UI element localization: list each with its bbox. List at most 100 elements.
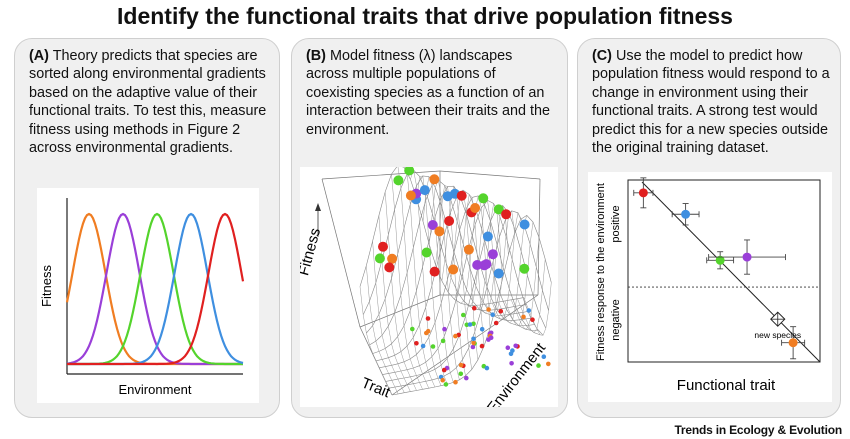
figure-title: Identify the functional traits that driv…	[117, 3, 733, 29]
b-surface-point	[501, 209, 512, 220]
b-mesh-col	[372, 241, 405, 393]
b-surface-point	[405, 190, 416, 201]
b-surface-point	[378, 241, 388, 252]
b-floor-point	[505, 345, 511, 350]
b-mesh-col	[447, 189, 479, 361]
b-surface-point	[387, 253, 398, 264]
b-floor-point	[453, 379, 458, 385]
panel-c-text: (C) Use the model to predict how populat…	[592, 47, 830, 157]
b-surface-point	[429, 266, 440, 277]
c-plot-frame	[627, 179, 821, 363]
c-y-positive: positive	[610, 205, 622, 242]
b-mesh-col	[391, 174, 423, 390]
b-mesh-col	[492, 211, 521, 320]
b-surface-point	[448, 264, 459, 275]
b-floor-point	[441, 367, 447, 373]
b-mesh-col	[416, 175, 448, 385]
panel-b: (B) Model fitness (λ) landscapes across …	[291, 38, 568, 418]
b-mesh-row	[382, 200, 544, 375]
b-mesh-col	[510, 237, 540, 330]
b-floor-point	[490, 312, 495, 317]
b-surface-point	[470, 203, 481, 213]
b-floor-point	[541, 354, 547, 359]
c-regression-line	[641, 181, 821, 363]
fitness-landscape-3d: Fitness Trait Environment	[295, 165, 552, 417]
b-floor-point	[530, 317, 535, 322]
panel-a-figure: Fitness Environment	[37, 188, 259, 403]
b-mesh-col	[429, 179, 460, 380]
b-mesh-col	[378, 215, 411, 392]
b-mesh-col	[435, 185, 466, 376]
b-surface-point	[463, 244, 474, 255]
b-z-label: Fitness	[300, 226, 324, 277]
panel-a-text: (A) Theory predicts that species are sor…	[29, 47, 269, 157]
b-floor-point	[458, 362, 464, 368]
c-new-species-label: new species	[754, 330, 801, 340]
panel-c-letter: (C)	[592, 48, 612, 64]
b-surface-point	[456, 190, 467, 201]
a-y-label: Fitness	[39, 265, 54, 307]
b-floor-point	[509, 361, 514, 366]
b-floor-point	[420, 343, 426, 349]
panel-b-figure: Fitness Trait Environment	[295, 165, 558, 417]
b-floor-point	[546, 361, 551, 367]
b-surface-point	[444, 216, 455, 226]
b-surface-point	[393, 175, 404, 186]
b-surface-point	[421, 247, 432, 258]
b-mesh-col	[410, 169, 442, 386]
b-floor-point	[526, 308, 532, 313]
b-floor-point	[470, 344, 476, 350]
b-floor-point	[464, 375, 469, 381]
b-surface-point	[493, 204, 504, 215]
trait-response-plot: Fitness response to the environment posi…	[595, 177, 821, 394]
b-floor-point	[484, 365, 490, 371]
b-surface-point	[481, 259, 492, 270]
b-surface-point	[404, 165, 415, 176]
b-surface-point	[442, 191, 453, 202]
b-floor-point	[425, 316, 431, 321]
a-x-label: Environment	[119, 382, 192, 397]
c-x-label: Functional trait	[677, 377, 776, 394]
b-surface-point	[419, 185, 430, 196]
b-surface-point	[384, 262, 395, 273]
b-floor-point	[510, 348, 515, 353]
b-mesh-col	[454, 193, 485, 347]
b-floor-point	[471, 340, 476, 346]
b-floor-point	[442, 326, 447, 332]
b-mesh-col	[397, 165, 430, 389]
b-floor-point	[471, 321, 476, 327]
b-surface-point	[519, 219, 530, 230]
panel-a-description: Theory predicts that species are sorted …	[29, 48, 267, 157]
c-point-blue	[681, 209, 691, 219]
b-floor-point	[410, 326, 415, 332]
c-point-orange	[788, 338, 798, 348]
b-floor-point	[425, 328, 431, 334]
b-floor-point	[513, 343, 518, 349]
fitness-curves-plot: Fitness Environment	[39, 198, 245, 397]
c-y-label: Fitness response to the environment	[595, 183, 607, 361]
b-mesh-col	[473, 202, 503, 310]
b-floor-point	[488, 335, 494, 340]
panel-b-description: Model fitness (λ) landscapes across mult…	[306, 48, 550, 138]
b-surface-point	[434, 226, 445, 237]
b-surface-point	[487, 249, 498, 260]
c-point-red	[638, 188, 648, 198]
b-fitness-arrowhead	[315, 203, 321, 211]
b-floor-point	[479, 326, 485, 332]
b-x-label: Trait	[359, 374, 393, 401]
b-surface-point	[374, 253, 385, 264]
panel-b-text: (B) Model fitness (λ) landscapes across …	[306, 47, 557, 139]
b-mesh-col	[517, 259, 546, 333]
b-surface-point	[519, 263, 530, 274]
b-surface-point	[493, 268, 504, 279]
b-surface-point	[482, 231, 493, 242]
b-floor-point	[430, 344, 436, 349]
panel-a: (A) Theory predicts that species are sor…	[14, 38, 280, 418]
b-mesh-row	[391, 215, 552, 396]
panel-b-letter: (B)	[306, 48, 326, 64]
b-mesh-col	[366, 265, 399, 395]
b-floor-point	[486, 307, 491, 312]
b-floor-point	[414, 341, 419, 346]
b-floor-point	[471, 336, 476, 342]
b-floor-point	[467, 322, 473, 327]
